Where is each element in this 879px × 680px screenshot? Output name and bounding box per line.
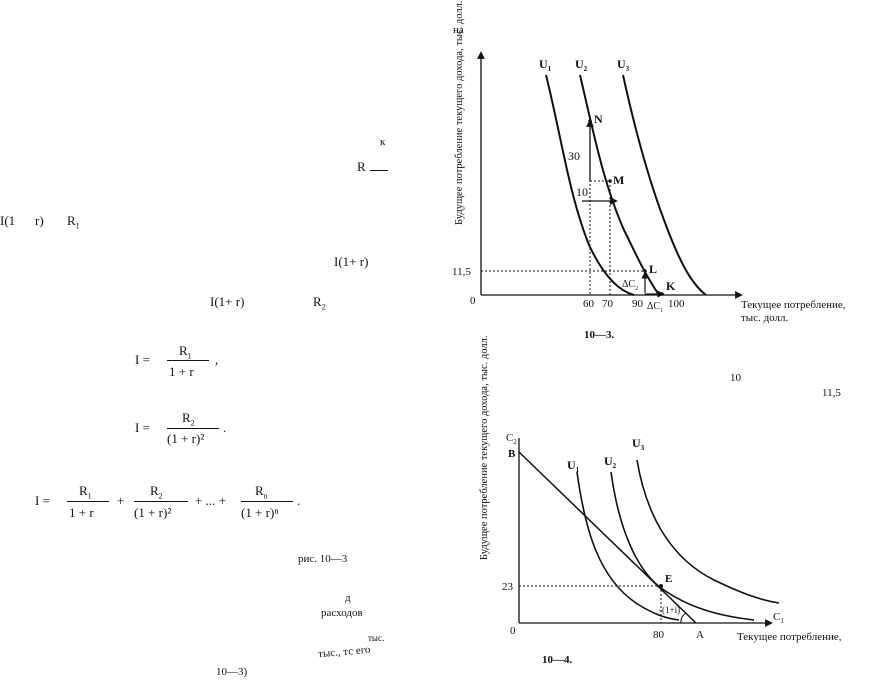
point-label-n: N <box>594 112 603 126</box>
annotation-dc2: ΔC2 <box>622 279 638 292</box>
y-axis-label: Будущее потребление текущего дохода, тыс… <box>454 1 465 225</box>
curve-label-u2: U2 <box>575 57 588 73</box>
curve-label-u2: U2 <box>604 454 617 470</box>
fragment-i1r-2: I(1+ r) <box>210 294 245 309</box>
point-label-l: L <box>649 262 657 276</box>
x-tick-90: 90 <box>632 298 644 310</box>
y-axis-label: Будущее потребление текущего дохода, тыс… <box>479 336 490 560</box>
fragment-r1: R1 <box>67 213 80 231</box>
fragment-raskhodov: расходов <box>321 607 363 619</box>
point-label-b: B <box>508 448 516 460</box>
x-tick-70: 70 <box>602 298 614 310</box>
point-m <box>608 179 612 183</box>
slope-label: -(1+i) <box>659 605 680 615</box>
point-l <box>643 269 647 273</box>
x-axis-label-1: Текущее потребление, <box>741 299 846 311</box>
y-tick-115: 11,5 <box>452 266 471 278</box>
point-label-m: M <box>613 173 624 187</box>
origin-label: 0 <box>470 295 476 307</box>
curve-u1 <box>545 74 635 296</box>
fragment-na: на <box>453 24 464 36</box>
curve-u3 <box>622 74 707 296</box>
fragment-k: к <box>380 136 386 148</box>
curve-u3 <box>636 459 780 604</box>
curve-u2 <box>610 471 755 621</box>
fragment-r-paren: r) <box>35 213 44 228</box>
fragment-i1r: I(1+ r) <box>334 254 369 269</box>
point-label-a: A <box>696 629 704 641</box>
slope-angle-arc <box>680 612 687 624</box>
annotation-dc1: ΔC1 <box>647 301 663 314</box>
fragment-r: R <box>357 159 366 174</box>
curve-label-u1: U1 <box>539 57 552 73</box>
fragment-eleven: 11,5 <box>822 387 841 399</box>
figure-reference-2: 10—3) <box>216 666 248 678</box>
formula-1: I = R1 1 + r , <box>135 343 219 379</box>
x-axis-label: Текущее потребление, <box>737 631 842 643</box>
figure-caption-10-3: 10—3. <box>584 329 615 341</box>
x-tick-100: 100 <box>668 298 685 310</box>
curve-label-u1: U1 <box>567 458 580 474</box>
annotation-30: 30 <box>568 149 580 163</box>
formula-3: I = R1 1 + r + R2 (1 + r)² + ... + Rn (1… <box>35 483 301 520</box>
annotation-10: 10 <box>576 185 588 199</box>
figure-reference: рис. 10—3 <box>298 553 348 565</box>
x-tick-60: 60 <box>583 298 595 310</box>
curve-label-u3: U3 <box>617 57 630 73</box>
x-axis-label-2: тыс. долл. <box>741 312 789 324</box>
figure-10-4: C2 C1 Будущее потребление текущего доход… <box>479 336 842 666</box>
budget-line <box>518 451 697 624</box>
y-tick-23: 23 <box>502 581 514 593</box>
curve-u1 <box>576 471 680 621</box>
curve-label-u3: U3 <box>632 436 645 452</box>
x-axis-name: C1 <box>773 611 784 625</box>
point-label-e: E <box>665 573 672 585</box>
fragment-r2: R2 <box>313 294 326 312</box>
figure-10-3: Будущее потребление текущего дохода, тыс… <box>452 1 846 341</box>
fragment-i1: I(1 <box>0 213 16 228</box>
fragment-tys-2: тыс., тс его <box>317 643 371 661</box>
origin-label: 0 <box>510 625 516 637</box>
y-axis-name: C2 <box>506 432 517 446</box>
fragment-d: д <box>345 592 351 604</box>
fragment-ten: 10 <box>730 372 741 384</box>
point-n <box>588 119 592 123</box>
fragment-tys-1: тыс. <box>368 633 385 643</box>
figure-caption-10-4: 10—4. <box>542 654 573 666</box>
point-k <box>660 292 664 296</box>
point-label-k: K <box>666 279 676 293</box>
blank-line <box>370 170 388 171</box>
point-e <box>659 584 663 588</box>
formula-2: I = R2 (1 + r)² . <box>135 410 227 446</box>
x-tick-80: 80 <box>653 629 665 641</box>
